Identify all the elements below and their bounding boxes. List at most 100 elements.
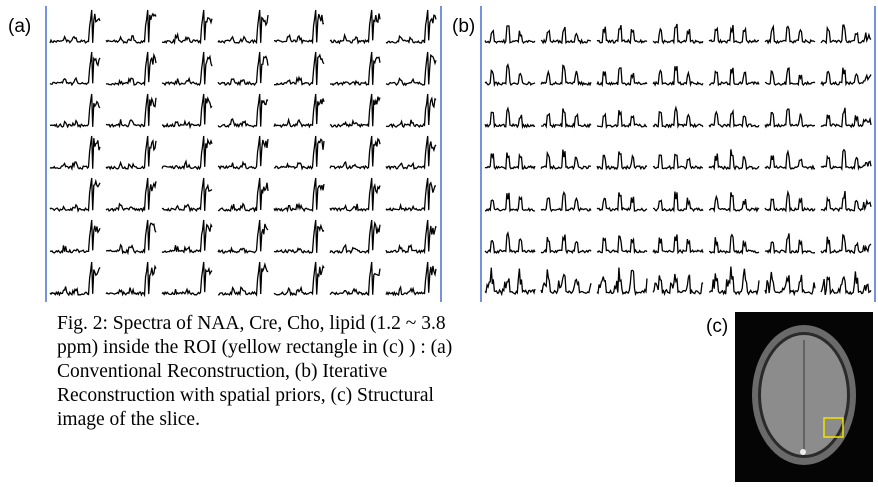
spectrum [653, 191, 704, 213]
spectrum [329, 9, 381, 45]
spectrum [105, 93, 157, 129]
caption-line: Reconstruction with spatial priors, (c) … [57, 385, 434, 406]
spectrum [652, 66, 704, 87]
spectrum [161, 219, 213, 254]
spectrum [385, 219, 437, 255]
spectrum [385, 261, 437, 297]
spectrum [385, 177, 437, 212]
spectrum [161, 51, 213, 87]
spectrum [329, 177, 381, 212]
spectrum [540, 234, 592, 255]
spectrum [105, 261, 157, 298]
spectrum [329, 93, 381, 129]
spectrum [540, 269, 592, 295]
spectrum [329, 135, 381, 171]
spectrum [764, 108, 816, 129]
panel-label: (a) [8, 16, 32, 37]
spectrum [820, 233, 872, 254]
spectrum [49, 177, 101, 213]
spectrum [484, 25, 536, 45]
spectrum [274, 9, 325, 45]
spectrum [105, 9, 157, 44]
spectrum [820, 107, 872, 129]
spectrum [596, 192, 648, 212]
spectrum [49, 135, 101, 171]
spectrum [764, 233, 816, 255]
spectrum [709, 67, 760, 87]
spectrum [484, 192, 536, 213]
spectrum [540, 26, 592, 45]
spectrum [217, 51, 269, 87]
spectrum [217, 219, 269, 255]
spectrum [161, 9, 213, 46]
spectrum [49, 261, 101, 297]
spectrum [385, 135, 437, 171]
spectrum [161, 177, 213, 213]
spectrum [217, 9, 269, 45]
spectrum [273, 219, 325, 254]
spectrum [540, 64, 592, 87]
spectrum [273, 177, 325, 213]
spectrum [105, 219, 157, 256]
roi-rectangle [823, 417, 844, 438]
spectrum [652, 105, 704, 129]
spectrum [49, 9, 101, 44]
spectrum [273, 93, 325, 129]
spectrum [49, 93, 101, 129]
spectrum [764, 67, 816, 87]
caption-line: Fig. 2: Spectra of NAA, Cre, Cho, lipid … [57, 313, 446, 334]
spectrum [385, 9, 437, 44]
spectrum [484, 267, 536, 297]
spectrum [820, 190, 872, 213]
spectrum [708, 233, 760, 256]
spectrum [329, 261, 381, 297]
spectrum [652, 273, 704, 296]
spectrum [764, 24, 816, 45]
spectrum [596, 267, 648, 297]
spectrum [652, 153, 704, 171]
spectrum [385, 93, 437, 129]
spectrum [484, 106, 536, 130]
spectrum [596, 67, 648, 88]
spectrum [820, 271, 872, 296]
spectrum [217, 261, 269, 297]
spectrum [540, 190, 592, 213]
caption-line: Conventional Reconstruction, (b) Iterati… [57, 361, 388, 382]
spectrum [484, 152, 536, 171]
spectrum [708, 108, 760, 129]
spectrum [217, 177, 269, 213]
spectrum [596, 25, 648, 45]
spectrum [273, 261, 325, 297]
spectrum [708, 266, 760, 296]
spectrum [820, 148, 872, 171]
spectrum [105, 135, 157, 171]
spectrum [764, 149, 816, 171]
spectrum [764, 271, 816, 297]
spectrum [484, 230, 536, 254]
spectrum [708, 149, 760, 171]
panel-label: (b) [452, 16, 476, 37]
spectrum [273, 51, 325, 86]
spectrum [596, 110, 648, 129]
spectrum [49, 219, 101, 254]
spectrum [274, 135, 325, 171]
spectrum [161, 135, 213, 171]
caption-line: image of the slice. [57, 409, 200, 430]
spectrum [820, 24, 872, 45]
spectrum [596, 235, 648, 255]
bright-spot [800, 449, 806, 455]
panel-label: (c) [706, 316, 729, 337]
spectrum [709, 192, 760, 213]
spectrum [820, 67, 872, 87]
spectra-grid [484, 23, 872, 297]
spectrum [540, 149, 592, 171]
spectrum [105, 51, 157, 87]
spectrum [596, 151, 648, 171]
spectrum [217, 135, 269, 170]
spectrum [540, 108, 592, 129]
spectrum [329, 219, 381, 255]
spectrum [764, 189, 816, 213]
spectrum [652, 23, 704, 45]
